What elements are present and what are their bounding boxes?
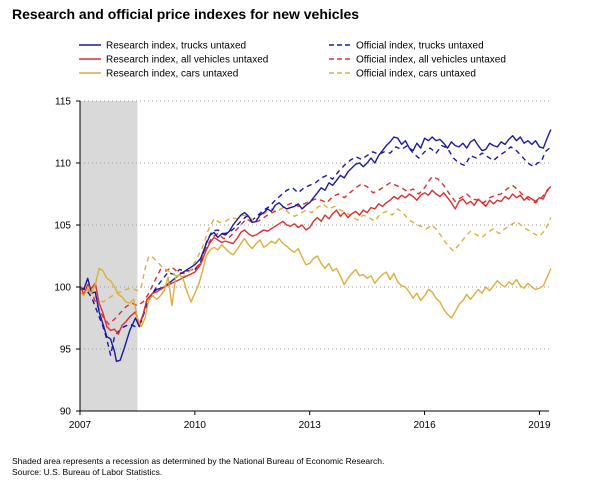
series-official-index-cars-untaxed bbox=[79, 203, 552, 303]
y-tick-label: 115 bbox=[55, 97, 71, 108]
series-lines bbox=[79, 129, 552, 363]
axes: 90 95 100 105 110 115 2007 2010 2013 2016 2019 bbox=[54, 97, 551, 432]
legend-label-official-index-cars-untaxed: Official index, cars untaxed bbox=[356, 69, 476, 80]
legend-label-research-index-all-vehicles-untaxed: Research index, all vehicles untaxed bbox=[106, 55, 268, 66]
y-tick-label: 105 bbox=[54, 221, 71, 232]
series-research-index-trucks-untaxed bbox=[79, 129, 552, 363]
x-tick-label: 2013 bbox=[299, 420, 322, 431]
y-tick-label: 100 bbox=[54, 283, 71, 294]
x-tick-label: 2016 bbox=[413, 420, 436, 431]
legend-label-official-index-all-vehicles-untaxed: Official index, all vehicles untaxed bbox=[356, 55, 506, 66]
series-official-index-all-vehicles-untaxed bbox=[79, 175, 552, 325]
legend-label-research-index-cars-untaxed: Research index, cars untaxed bbox=[106, 69, 238, 80]
recession-note: Shaded area represents a recession as de… bbox=[12, 456, 385, 466]
legend-label-research-index-trucks-untaxed: Research index, trucks untaxed bbox=[106, 41, 246, 52]
y-tick-label: 95 bbox=[60, 345, 72, 356]
chart-svg: Research index, trucks untaxed Research i… bbox=[54, 41, 552, 432]
recession-shading-layer bbox=[80, 101, 138, 411]
footnotes: Shaded area represents a recession as de… bbox=[12, 456, 384, 478]
series-research-index-cars-untaxed bbox=[79, 237, 552, 328]
chart: Research index, trucks untaxed Research i… bbox=[54, 41, 552, 432]
y-tick-label: 110 bbox=[55, 159, 71, 170]
recession-shading bbox=[80, 101, 138, 411]
source-note: Source: U.S. Bureau of Labor Statistics. bbox=[12, 467, 163, 477]
series-official-index-trucks-untaxed bbox=[79, 144, 552, 356]
chart-title: Research and official price indexes for … bbox=[12, 6, 360, 22]
series-research-index-all-vehicles-untaxed bbox=[79, 186, 552, 335]
x-tick-label: 2019 bbox=[528, 420, 551, 431]
x-tick-label: 2007 bbox=[69, 420, 92, 431]
x-tick-label: 2010 bbox=[184, 420, 207, 431]
y-tick-label: 90 bbox=[60, 407, 72, 418]
gridlines bbox=[80, 100, 549, 350]
legend-label-official-index-trucks-untaxed: Official index, trucks untaxed bbox=[356, 41, 484, 52]
legend: Research index, trucks untaxed Research i… bbox=[79, 41, 506, 80]
